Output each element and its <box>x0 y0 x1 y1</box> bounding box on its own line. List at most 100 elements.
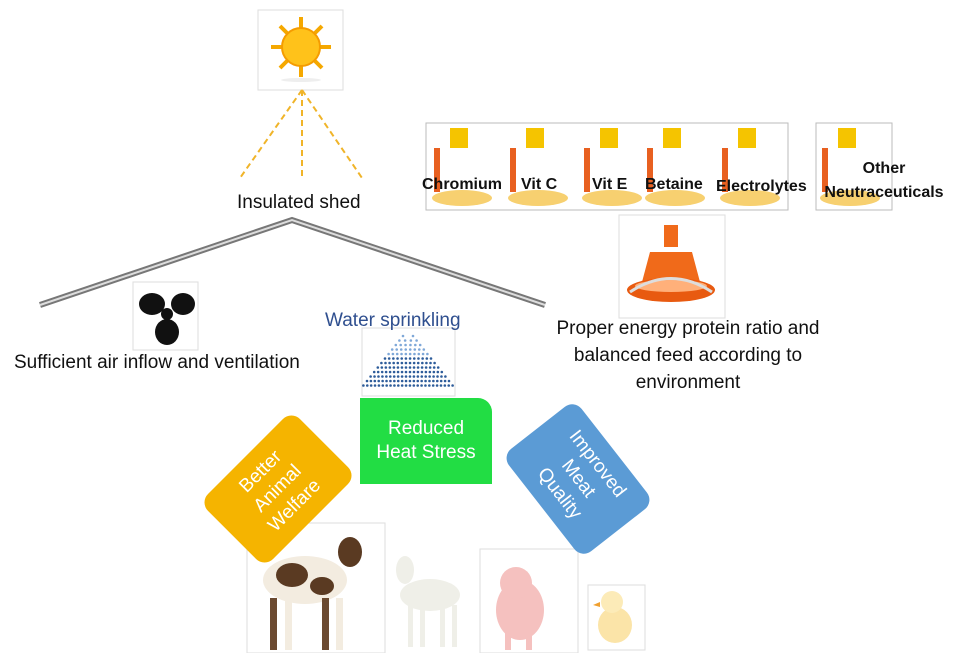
spray-dot <box>401 371 404 374</box>
spray-dot <box>398 339 401 342</box>
spray-dot <box>436 384 439 387</box>
spray-dot <box>421 357 424 360</box>
spray-dot <box>444 375 447 378</box>
spray-dot <box>444 380 447 383</box>
spray-dot <box>428 375 431 378</box>
spray-dot <box>409 362 412 365</box>
supplement-label: Betaine <box>645 176 703 194</box>
spray-dot <box>412 335 415 338</box>
spray-dot <box>381 375 384 378</box>
spray-dot <box>425 371 428 374</box>
sprinkling-label: Water sprinkling <box>325 307 461 334</box>
spray-dot <box>440 375 443 378</box>
spray-dot <box>384 362 387 365</box>
spray-dot <box>415 339 418 342</box>
spray-dot <box>377 366 380 369</box>
spray-dot <box>399 344 402 347</box>
spray-dot <box>388 362 391 365</box>
spray-dot <box>380 362 383 365</box>
spray-dot <box>417 375 420 378</box>
spray-dot <box>400 357 403 360</box>
spray-dot <box>441 371 444 374</box>
spray-dot <box>420 380 423 383</box>
spray-dot <box>381 366 384 369</box>
spray-dot <box>426 353 429 356</box>
spray-dot <box>389 380 392 383</box>
spray-dot <box>417 357 420 360</box>
spray-dot <box>425 362 428 365</box>
diagram: Insulated shed Sufficient air inflow and… <box>0 0 961 653</box>
supplement-label: Electrolytes <box>716 178 807 196</box>
spray-dot <box>417 366 420 369</box>
drinker-cap <box>838 128 856 148</box>
drinker-cap <box>738 128 756 148</box>
spray-dot <box>391 348 394 351</box>
spray-dot <box>451 384 454 387</box>
spray-dot <box>430 357 433 360</box>
spray-dot <box>384 357 387 360</box>
drinker-cap <box>663 128 681 148</box>
spray-dot <box>389 371 392 374</box>
spray-dot <box>413 362 416 365</box>
spray-dot <box>401 366 404 369</box>
reduced-heat-stress: Reduced Heat Stress <box>360 398 492 484</box>
spray-dot <box>424 380 427 383</box>
spray-dot <box>393 366 396 369</box>
spray-dot <box>389 366 392 369</box>
spray-dot <box>426 357 429 360</box>
spray-dot <box>395 348 398 351</box>
spray-dot <box>422 353 425 356</box>
spray-dot <box>410 339 413 342</box>
spray-dot <box>366 384 369 387</box>
spray-dot <box>421 362 424 365</box>
spray-dot <box>401 375 404 378</box>
spray-dot <box>401 380 404 383</box>
spray-dot <box>393 375 396 378</box>
spray-dot <box>424 375 427 378</box>
spray-dot <box>409 348 412 351</box>
spray-dot <box>433 366 436 369</box>
supplement-label: Chromium <box>422 176 502 194</box>
spray-dot <box>428 380 431 383</box>
spray-dot <box>397 371 400 374</box>
spray-dot <box>400 353 403 356</box>
spray-dot <box>369 375 372 378</box>
spray-dot <box>401 362 404 365</box>
spray-dot <box>397 384 400 387</box>
spray-dot <box>409 371 412 374</box>
spray-dot <box>397 366 400 369</box>
spray-dot <box>418 348 421 351</box>
spray-dot <box>429 362 432 365</box>
shed-label: Insulated shed <box>237 189 361 216</box>
supplement-label: Vit E <box>592 176 627 194</box>
spray-dot <box>405 371 408 374</box>
spray-dot <box>413 357 416 360</box>
spray-dot <box>413 366 416 369</box>
drinker-cap <box>450 128 468 148</box>
spray-dot <box>425 366 428 369</box>
roof <box>40 220 545 305</box>
spray-dot <box>409 384 412 387</box>
spray-dot <box>404 348 407 351</box>
spray-dot <box>389 375 392 378</box>
spray-dot <box>378 384 381 387</box>
supplement-label: Other Neutraceuticals <box>818 157 950 205</box>
spray-dot <box>444 384 447 387</box>
spray-dot <box>392 357 395 360</box>
spray-dot <box>420 384 423 387</box>
spray-dot <box>370 380 373 383</box>
spray-dot <box>385 384 388 387</box>
spray-dot <box>392 353 395 356</box>
spray-dot <box>405 357 408 360</box>
spray-dot <box>448 380 451 383</box>
spray-dot <box>416 380 419 383</box>
spray-dot <box>417 362 420 365</box>
spray-dot <box>374 384 377 387</box>
spray-dot <box>393 384 396 387</box>
spray-dot <box>385 380 388 383</box>
spray-dot <box>413 380 416 383</box>
spray-dot <box>409 380 412 383</box>
spray-dot <box>393 380 396 383</box>
spray-dot <box>433 371 436 374</box>
spray-dot <box>409 375 412 378</box>
